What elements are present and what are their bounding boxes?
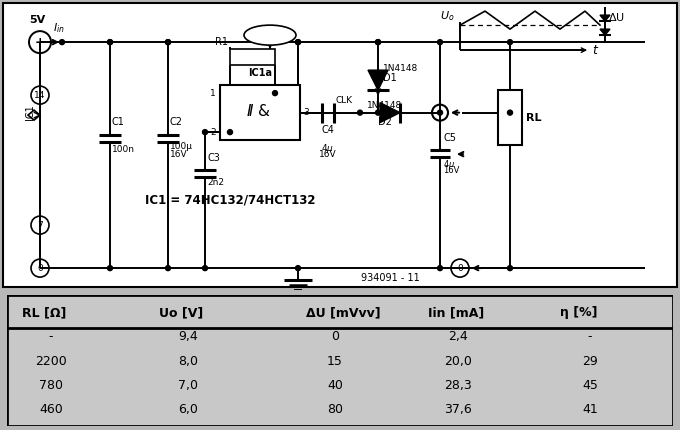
Text: +: +: [35, 36, 46, 49]
Text: 4$\mu$: 4$\mu$: [443, 158, 456, 171]
Text: C1: C1: [112, 117, 125, 127]
Text: IC1 = 74HC132/74HCT132: IC1 = 74HC132/74HCT132: [145, 194, 316, 207]
Text: 100µ: 100µ: [170, 142, 193, 151]
Text: 80: 80: [327, 403, 343, 416]
Circle shape: [165, 40, 171, 45]
Circle shape: [296, 40, 301, 45]
Text: 15: 15: [327, 355, 343, 368]
Circle shape: [507, 266, 513, 270]
Circle shape: [375, 40, 381, 45]
Text: -: -: [588, 330, 592, 344]
Text: $t$: $t$: [592, 43, 599, 57]
Text: 6,0: 6,0: [178, 403, 198, 416]
Text: 4$\mu$: 4$\mu$: [322, 142, 335, 155]
Circle shape: [165, 266, 171, 270]
Text: 29: 29: [582, 355, 598, 368]
Circle shape: [437, 110, 443, 115]
Text: $\Delta$U: $\Delta$U: [608, 11, 625, 23]
Text: 14: 14: [34, 91, 46, 100]
Text: 16V: 16V: [443, 166, 460, 175]
Text: 8,0: 8,0: [178, 355, 198, 368]
Text: D2: D2: [378, 117, 392, 126]
Circle shape: [228, 129, 233, 135]
Circle shape: [273, 91, 277, 95]
Text: 45: 45: [582, 379, 598, 392]
Circle shape: [296, 40, 301, 45]
Text: 2200: 2200: [35, 355, 67, 368]
Text: 5V: 5V: [29, 15, 45, 25]
Text: 100n: 100n: [112, 145, 135, 154]
Text: U$_o$: U$_o$: [441, 9, 455, 23]
Bar: [220, 85, 300, 140]
Text: R1: R1: [215, 37, 228, 47]
Text: C2: C2: [170, 117, 183, 127]
Text: 20,0: 20,0: [443, 355, 471, 368]
Polygon shape: [600, 15, 610, 21]
Circle shape: [358, 110, 362, 115]
Text: 37,6: 37,6: [444, 403, 471, 416]
Text: RL: RL: [526, 113, 541, 123]
Text: CLK: CLK: [335, 95, 352, 104]
Text: 460: 460: [39, 403, 63, 416]
Text: η [%]: η [%]: [560, 306, 598, 319]
Text: 1N4148: 1N4148: [383, 64, 418, 73]
Text: 2n2: 2n2: [207, 178, 224, 187]
Circle shape: [60, 40, 65, 45]
Text: 7: 7: [37, 221, 43, 230]
Text: 1N4148: 1N4148: [367, 101, 403, 110]
Circle shape: [203, 266, 207, 270]
Circle shape: [507, 110, 513, 115]
Text: 28,3: 28,3: [444, 379, 471, 392]
Text: 0: 0: [331, 330, 339, 344]
Polygon shape: [380, 103, 400, 123]
Text: C5: C5: [443, 133, 456, 143]
Text: 9,4: 9,4: [178, 330, 198, 344]
Text: 934091 - 11: 934091 - 11: [360, 273, 420, 283]
Text: 3: 3: [303, 108, 309, 117]
Text: 6kHz: 6kHz: [257, 30, 283, 40]
Text: C4: C4: [322, 125, 335, 135]
Text: 7,0: 7,0: [178, 379, 198, 392]
Circle shape: [375, 40, 381, 45]
Polygon shape: [600, 29, 610, 35]
Bar: [498, 90, 522, 145]
Circle shape: [296, 266, 301, 270]
Text: 0: 0: [457, 264, 463, 273]
Text: C3: C3: [207, 153, 220, 163]
Ellipse shape: [244, 25, 296, 45]
Text: 10k: 10k: [243, 52, 261, 62]
Circle shape: [203, 129, 207, 135]
Text: 2: 2: [210, 128, 216, 137]
Polygon shape: [368, 70, 388, 90]
Text: D1: D1: [383, 73, 396, 83]
Circle shape: [375, 110, 381, 115]
Circle shape: [437, 266, 443, 270]
Circle shape: [107, 40, 112, 45]
Circle shape: [165, 40, 171, 45]
Text: 1: 1: [210, 89, 216, 98]
Text: $I_{in}$: $I_{in}$: [53, 22, 65, 35]
Text: 0: 0: [37, 264, 43, 273]
Bar: [230, 49, 275, 65]
Circle shape: [507, 40, 513, 45]
Text: 16V: 16V: [319, 150, 337, 159]
Text: RL [Ω]: RL [Ω]: [22, 306, 66, 319]
Text: 41: 41: [582, 403, 598, 416]
Text: $\it{I\!I}$ &: $\it{I\!I}$ &: [245, 103, 271, 119]
Text: 2,4: 2,4: [447, 330, 467, 344]
Text: 16V: 16V: [170, 150, 188, 159]
Text: -: -: [49, 330, 53, 344]
Text: IC1a: IC1a: [248, 68, 272, 78]
Text: 40: 40: [327, 379, 343, 392]
Text: IC1: IC1: [25, 104, 35, 120]
Text: ΔU [mVvv]: ΔU [mVvv]: [306, 306, 380, 319]
Text: Iin [mA]: Iin [mA]: [428, 306, 484, 319]
Circle shape: [107, 40, 112, 45]
Circle shape: [437, 40, 443, 45]
Circle shape: [107, 266, 112, 270]
Text: Uo [V]: Uo [V]: [158, 306, 203, 319]
Text: 780: 780: [39, 379, 63, 392]
